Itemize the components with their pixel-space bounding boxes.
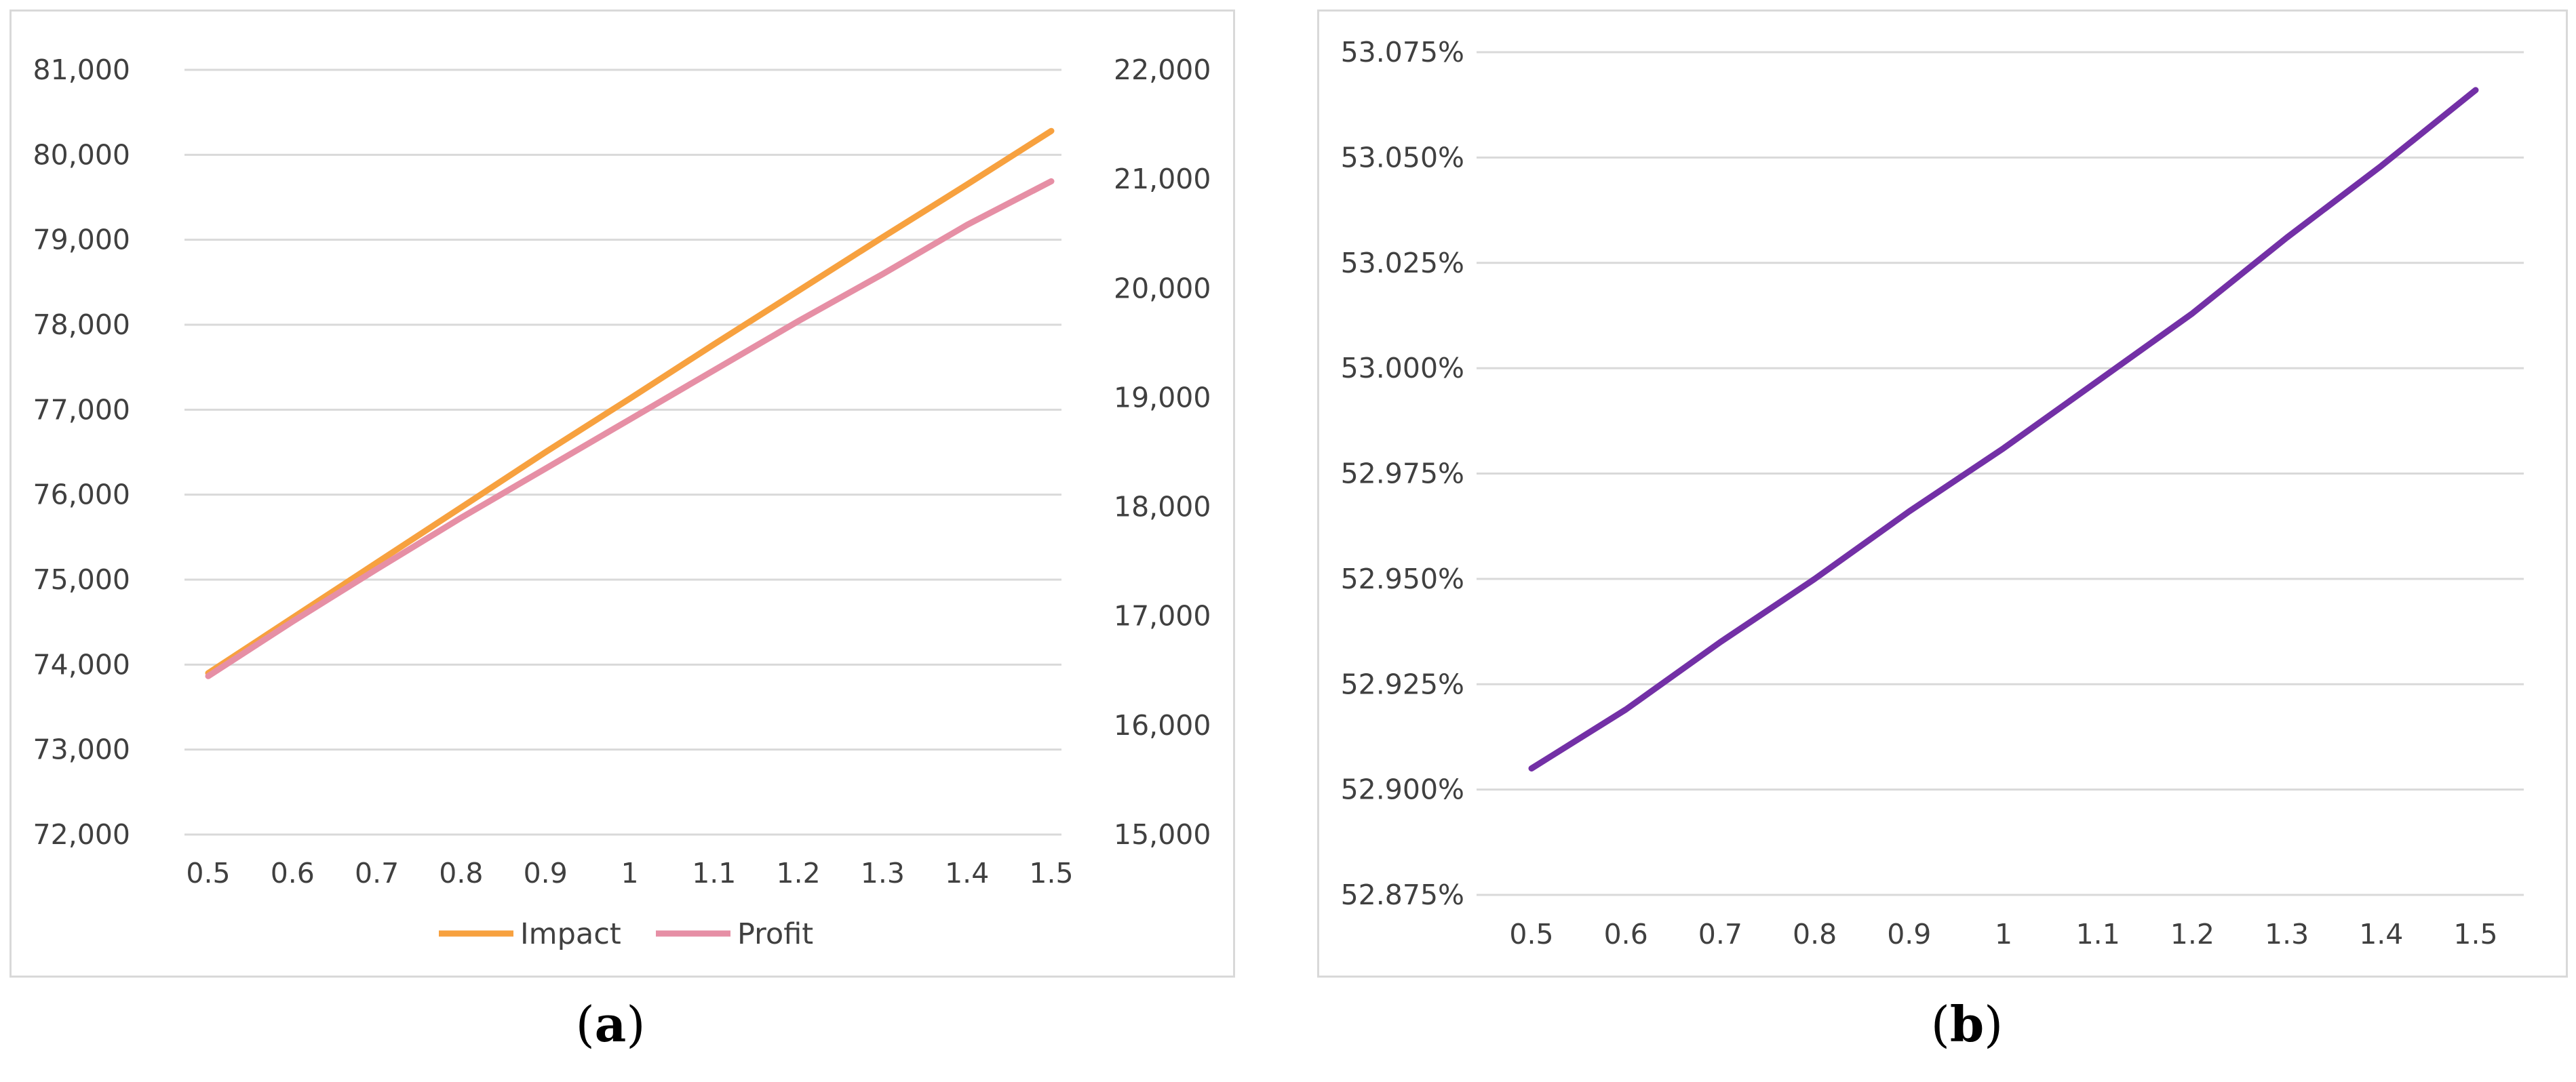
- x-tick-label: 0.5: [1509, 918, 1553, 950]
- y-left-tick-label: 80,000: [33, 138, 130, 171]
- y-tick-label: 52.950%: [1341, 563, 1464, 595]
- x-tick-label: 0.8: [439, 857, 483, 889]
- x-tick-label: 0.9: [1887, 918, 1931, 950]
- y-left-tick-label: 72,000: [33, 818, 130, 851]
- x-tick-label: 1.4: [945, 857, 989, 889]
- y-right-tick-label: 18,000: [1114, 491, 1211, 523]
- x-tick-label: 1.2: [776, 857, 820, 889]
- y-right-tick-label: 15,000: [1114, 818, 1211, 851]
- y-right-tick-label: 16,000: [1114, 709, 1211, 742]
- y-left-tick-label: 75,000: [33, 563, 130, 596]
- y-tick-label: 52.975%: [1341, 458, 1464, 490]
- chart-panel-a: 72,000 73,000 74,000 75,000 76,000 77,000 78,0…: [9, 9, 1235, 978]
- x-tick-label: 1.3: [861, 857, 905, 889]
- x-tick-label: 0.5: [186, 857, 230, 889]
- x-tick-label: 1.5: [2453, 918, 2497, 950]
- y-right-tick-label: 17,000: [1114, 600, 1211, 633]
- chart-a-svg: 72,000 73,000 74,000 75,000 76,000 77,000 78,0…: [33, 54, 1211, 951]
- y-tick-label: 53.075%: [1341, 36, 1464, 68]
- series-line-impact: [205, 127, 1055, 677]
- y-left-tick-label: 81,000: [33, 54, 130, 86]
- y-tick-label: 52.875%: [1341, 879, 1464, 911]
- chart-b-svg: 52.875% 52.900% 52.925% 52.950% 52.975% 53.00…: [1341, 36, 2524, 950]
- caption-a: (a): [575, 995, 646, 1053]
- y-tick-label: 53.050%: [1341, 141, 1464, 174]
- x-tick-label: 0.7: [355, 857, 399, 889]
- x-tick-label: 1.1: [2076, 918, 2120, 950]
- series-line-profit: [205, 178, 1055, 679]
- y-tick-label: 53.000%: [1341, 352, 1464, 384]
- caption-b-letter: b: [1949, 995, 1985, 1053]
- y-left-tick-label: 73,000: [33, 734, 130, 766]
- y-tick-label: 53.025%: [1341, 247, 1464, 279]
- caption-a-letter: a: [594, 995, 627, 1053]
- y-right-tick-label: 22,000: [1114, 54, 1211, 86]
- caption-b: (b): [1930, 995, 2004, 1053]
- x-tick-label: 0.9: [524, 857, 568, 889]
- y-right-tick-label: 21,000: [1114, 163, 1211, 195]
- y-tick-label: 52.900%: [1341, 774, 1464, 806]
- y-left-tick-label: 78,000: [33, 308, 130, 341]
- series-line: [1528, 87, 2479, 772]
- x-tick-label: 1.3: [2265, 918, 2309, 950]
- y-right-tick-label: 19,000: [1114, 381, 1211, 414]
- y-left-tick-label: 79,000: [33, 224, 130, 256]
- y-tick-label: 52.925%: [1341, 668, 1464, 700]
- x-tick-label: 1.4: [2359, 918, 2403, 950]
- x-tick-label: 0.8: [1793, 918, 1837, 950]
- x-tick-label: 1: [1995, 918, 2012, 950]
- y-left-tick-label: 74,000: [33, 648, 130, 681]
- y-right-tick-label: 20,000: [1114, 272, 1211, 304]
- x-tick-label: 1: [621, 857, 638, 889]
- x-tick-label: 0.7: [1698, 918, 1742, 950]
- x-tick-label: 1.5: [1029, 857, 1073, 889]
- x-tick-label: 1.1: [692, 857, 736, 889]
- x-tick-label: 0.6: [1604, 918, 1648, 950]
- legend-label-impact: Impact: [520, 917, 621, 951]
- chart-panel-b: 52.875% 52.900% 52.925% 52.950% 52.975% 53.00…: [1317, 9, 2568, 978]
- y-left-tick-label: 77,000: [33, 393, 130, 426]
- y-left-tick-label: 76,000: [33, 479, 130, 511]
- legend-label-profit: Profit: [737, 917, 813, 951]
- x-tick-label: 1.2: [2170, 918, 2214, 950]
- x-tick-label: 0.6: [271, 857, 315, 889]
